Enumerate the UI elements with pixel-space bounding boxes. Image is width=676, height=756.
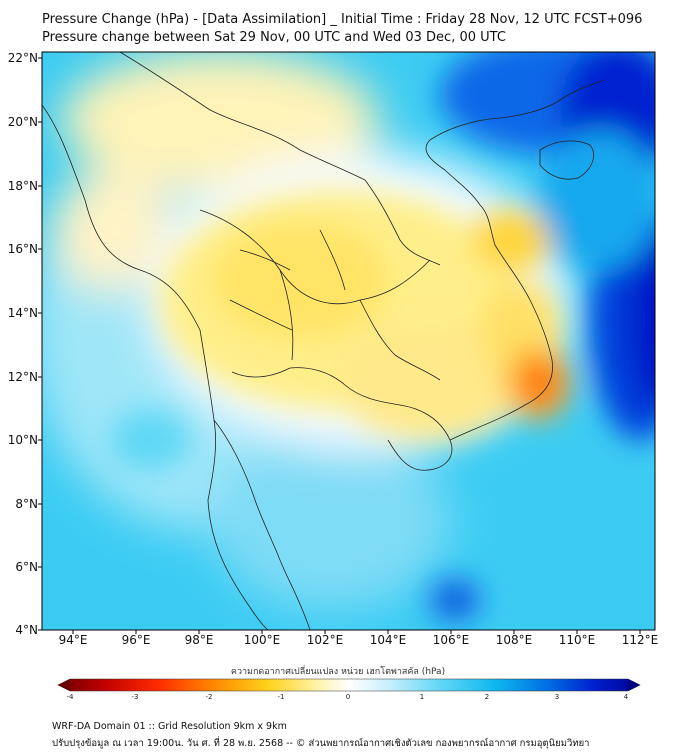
lon-label: 106°E	[432, 633, 470, 647]
pressure-field	[42, 52, 655, 630]
lat-label: 10°N	[7, 433, 38, 447]
map-subtitle: Pressure change between Sat 29 Nov, 00 U…	[42, 30, 506, 45]
axis-ticks	[38, 57, 641, 634]
colorbar-tick: 2	[484, 693, 490, 701]
lon-label: 102°E	[306, 633, 344, 647]
lat-label: 12°N	[7, 370, 38, 384]
colorbar-tick: 3	[554, 693, 560, 701]
colorbar-tick: -4	[66, 693, 74, 701]
lon-label: 108°E	[495, 633, 533, 647]
lat-label: 18°N	[7, 179, 38, 193]
lon-label: 112°E	[621, 633, 659, 647]
lat-label: 14°N	[7, 306, 38, 320]
colorbar-tick: -1	[277, 693, 285, 701]
lat-label: 8°N	[15, 497, 38, 511]
colorbar-tick: 0	[345, 693, 351, 701]
lon-label: 96°E	[121, 633, 151, 647]
lat-label: 16°N	[7, 242, 38, 256]
footer-model-info: WRF-DA Domain 01 :: Grid Resolution 9km …	[52, 721, 287, 732]
colorbar-title: ความกดอากาศเปลี่ยนแปลง หน่วย เฮกโตพาสคัล…	[230, 667, 446, 677]
colorbar-tick: 4	[623, 693, 629, 701]
coastlines	[42, 52, 606, 630]
map-title: Pressure Change (hPa) - [Data Assimilati…	[42, 12, 643, 27]
lat-label: 6°N	[15, 560, 38, 574]
lon-label: 104°E	[369, 633, 407, 647]
lon-label: 100°E	[243, 633, 281, 647]
colorbar-tick: -2	[205, 693, 213, 701]
lon-label: 94°E	[58, 633, 88, 647]
colorbar-tick: 1	[419, 693, 425, 701]
lat-label: 4°N	[15, 623, 38, 637]
lon-label: 98°E	[184, 633, 214, 647]
lat-label: 20°N	[7, 115, 38, 129]
footer-update-info: ปรับปรุงข้อมูล ณ เวลา 19:00น. วัน ศ. ที่…	[52, 738, 590, 749]
colorbar	[57, 678, 641, 692]
lat-label: 22°N	[7, 51, 38, 65]
colorbar-tick: -3	[131, 693, 139, 701]
lon-label: 110°E	[558, 633, 596, 647]
